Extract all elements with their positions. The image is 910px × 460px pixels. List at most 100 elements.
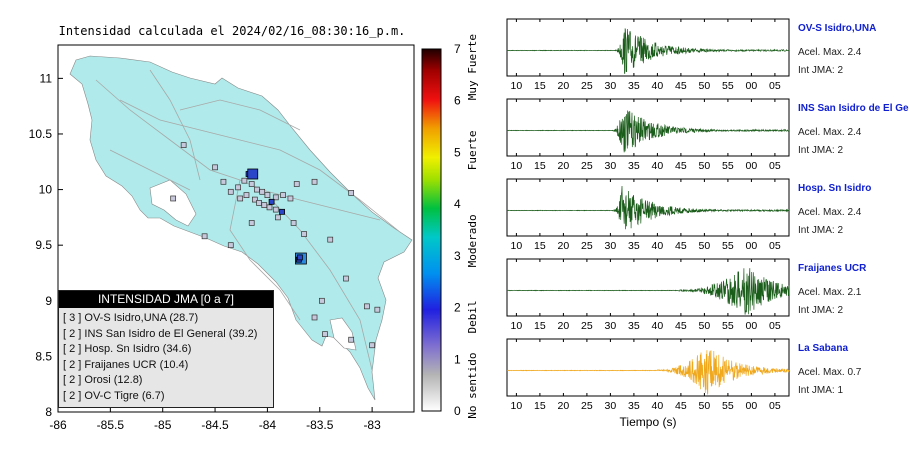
station-marker [248,181,255,187]
station-marker [201,233,208,240]
costa-rica-land [69,55,413,401]
map-x-tick-label: -84.5 [201,418,229,432]
trace-x-tick-label: 10 [511,400,523,412]
site-marker [296,254,303,261]
station-marker [301,231,307,237]
trace-x-tick-label: 55 [722,320,734,332]
colorbar [421,48,442,412]
colorbar-tick-label: 0 [454,404,461,418]
trace-x-tick-label: 20 [558,80,570,92]
trace-x-tick-label: 15 [534,400,546,412]
trace-x-tick-label: 00 [746,400,758,412]
map-sites [245,168,307,265]
waveform [506,350,790,395]
trace-int-jma: Int JMA: 2 [798,305,843,316]
trace-panel: 10 15 20 25 30 35 40 45 50 55 00 05 INS San Isidro d… [506,98,909,172]
trace-x-tick-label: 15 [534,160,546,172]
trace-x-tick-label: 20 [558,320,570,332]
trace-station-name: Hosp. Sn Isidro [798,183,871,194]
map-y-tick-label: 10 [39,183,53,197]
trace-panel: 10 15 20 25 30 35 40 45 50 55 00 05 Hosp. Sn Isidro A… [506,178,871,252]
waveform [506,268,790,315]
station-marker [241,177,248,184]
trace-x-tick-label: 30 [605,400,617,412]
trace-x-tick-label: 55 [722,400,734,412]
trace-panel: 10 15 20 25 30 35 40 45 50 55 00 05 La Sabana Acel. M… [506,338,862,412]
station-marker [369,342,375,349]
trace-x-tick-label: 35 [628,160,640,172]
legend-item: [ 2 ] INS San Isidro de El General (39.2… [63,327,258,340]
trace-x-tick-label: 05 [769,160,781,172]
site-marker [268,198,275,205]
trace-x-tick-label: 20 [558,240,570,252]
colorbar-category-label: Debil [466,300,479,333]
colorbar-tick-label: 1 [454,352,461,366]
colorbar-category-label: Moderado [466,214,479,267]
map-y-tick-label: 8.5 [35,349,52,363]
station-marker [254,186,260,193]
trace-x-tick-label: 35 [628,80,640,92]
station-marker [280,192,286,198]
station-marker [327,236,334,243]
station-marker [275,214,281,221]
colorbar-tick-label: 5 [454,145,461,159]
colorbar-tick-label: 7 [454,42,461,56]
trace-x-tick-label: 25 [581,160,593,172]
gulf-water [149,179,197,227]
colorbar-category-label: Fuerte [466,130,479,170]
station-marker [290,220,297,226]
trace-x-tick-label: 30 [605,80,617,92]
station-marker [374,306,381,313]
trace-x-tick-label: 20 [558,160,570,172]
map-axes: -86 -85.5 -85 -84.5 -84 -83.5 -83 11 10.5 10 9.5 9 8… [29,71,381,432]
trace-x-tick-label: 45 [675,80,687,92]
trace-station-name: OV-S Isidro,UNA [798,23,876,34]
trace-int-jma: Int JMA: 2 [798,225,843,236]
station-marker [259,188,266,195]
trace-x-tick-label: 50 [699,320,711,332]
legend-header: INTENSIDAD JMA [0 a 7] [59,291,273,308]
colorbar-ticks: 7 6 5 4 3 2 1 0 [454,42,461,418]
station-marker [235,184,241,191]
trace-x-tick-label: 00 [746,80,758,92]
trace-x-tick-label: 00 [746,240,758,252]
trace-xlabel: Tiempo (s) [620,415,677,429]
colorbar-category-labels: Muy Fuerte Fuerte Moderado Debil No sentido [466,34,479,419]
site-marker [247,168,259,180]
waveform [506,185,790,230]
trace-x-tick-label: 20 [558,400,570,412]
trace-x-tick-label: 05 [769,320,781,332]
waveform [506,28,790,74]
trace-int-jma: Int JMA: 2 [798,65,843,76]
trace-x-tick-label: 10 [511,240,523,252]
station-marker [170,195,177,202]
trace-x-tick-label: 40 [652,80,664,92]
trace-x-tick-label: 45 [675,320,687,332]
site-marker [279,208,285,215]
trace-x-tick-label: 55 [722,240,734,252]
station-marker [180,142,187,148]
trace-acel-max: Acel. Max. 2.4 [798,47,862,58]
trace-panel: 10 15 20 25 30 35 40 45 50 55 00 05 OV-S Isidro,UNA A… [506,18,876,92]
legend-item: [ 2 ] Fraijanes UCR (10.4) [63,358,189,371]
map-x-tick-label: -85.5 [97,418,125,432]
map-x-tick-label: -83.5 [306,418,334,432]
station-marker [212,164,218,171]
trace-x-tick-label: 35 [628,240,640,252]
station-marker [237,195,244,202]
trace-x-tick-label: 00 [746,160,758,172]
station-marker [264,192,271,198]
trace-x-tick-label: 50 [699,160,711,172]
station-marker [348,336,355,343]
colorbar-tick-label: 3 [454,249,461,263]
legend-item: [ 2 ] OV-C Tigre (6.7) [63,389,165,402]
station-marker [227,188,234,195]
trace-x-tick-label: 55 [722,160,734,172]
trace-x-tick-label: 35 [628,320,640,332]
trace-x-tick-label: 40 [652,240,664,252]
trace-x-tick-label: 15 [534,240,546,252]
waveform [506,110,790,153]
trace-x-tick-label: 50 [699,400,711,412]
map-y-tick-label: 11 [40,71,53,85]
trace-x-tick-label: 10 [511,320,523,332]
